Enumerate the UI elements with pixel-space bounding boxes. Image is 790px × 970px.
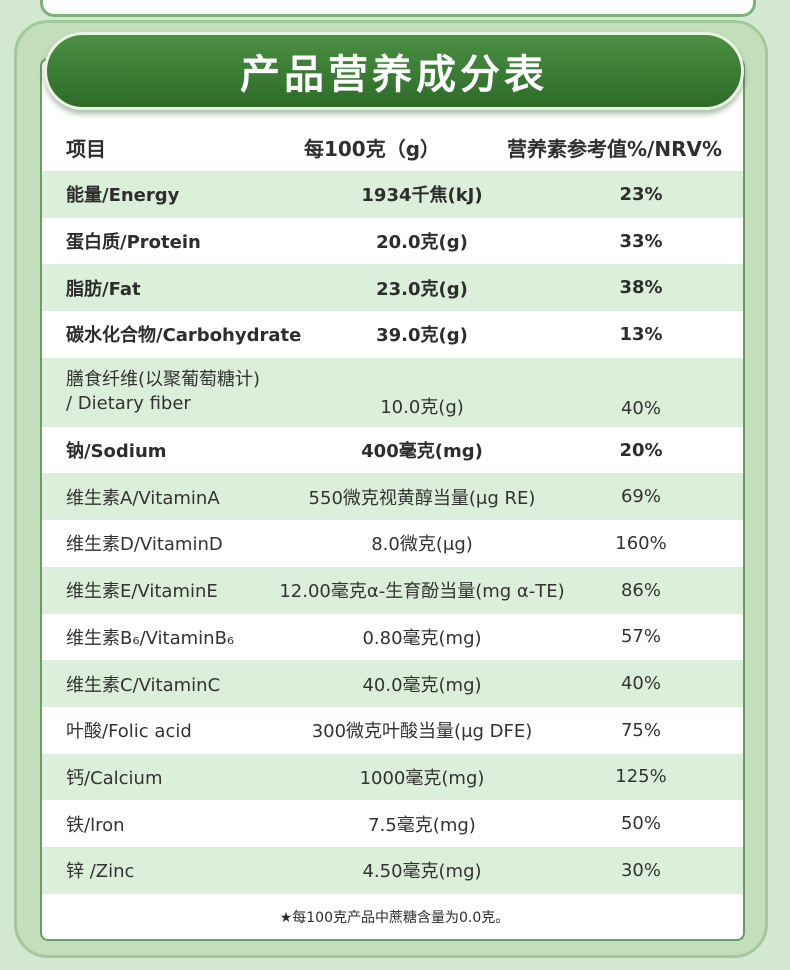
nutrient-amount: 300微克叶酸当量(μg DFE)	[311, 721, 533, 743]
header-per100: 每100克（g）	[303, 136, 441, 161]
nutrient-amount: 550微克视黄醇当量(μg RE)	[308, 487, 536, 509]
nutrient-name: 锌 /Zinc	[66, 861, 135, 883]
table-header-row: 项目 每100克（g） 营养素参考值%/NRV%	[42, 123, 743, 171]
nutrient-name: 维生素A/VitaminA	[66, 487, 220, 509]
table-row: 维生素C/VitaminC 40.0毫克(mg) 40%	[42, 660, 743, 707]
nutrient-amount: 40.0毫克(mg)	[362, 674, 482, 696]
nutrient-nrv: 57%	[620, 626, 661, 648]
nutrient-nrv: 40%	[620, 397, 661, 419]
nutrient-amount: 12.00毫克α-生育酚当量(mg α-TE)	[279, 581, 565, 603]
nutrient-amount: 1000毫克(mg)	[359, 767, 485, 789]
nutrient-name: 维生素E/VitaminE	[66, 581, 218, 603]
nutrient-name: 钙/Calcium	[66, 767, 163, 789]
table-row: 碳水化合物/Carbohydrate 39.0克(g) 13%	[42, 311, 743, 358]
table-row: 锌 /Zinc 4.50毫克(mg) 30%	[42, 846, 743, 894]
nutrient-nrv: 160%	[615, 532, 667, 554]
nutrient-nrv: 40%	[620, 673, 661, 695]
nutrient-amount: 20.0克(g)	[376, 232, 468, 254]
nutrient-amount: 7.5毫克(mg)	[368, 814, 476, 836]
top-decorative-strip	[40, 0, 756, 17]
nutrient-nrv: 38%	[619, 277, 663, 299]
table-row: 叶酸/Folic acid 300微克叶酸当量(μg DFE) 75%	[42, 707, 743, 754]
nutrient-amount: 0.80毫克(mg)	[362, 627, 482, 649]
header-item: 项目	[66, 136, 106, 161]
nutrient-nrv: 75%	[620, 719, 661, 741]
nutrient-name: 膳食纤维(以聚葡萄糖计) / Dietary fiber	[66, 358, 260, 427]
nutrient-amount: 1934千焦(kJ)	[361, 185, 483, 207]
table-row: 脂肪/Fat 23.0克(g) 38%	[42, 264, 743, 312]
nutrient-amount: 8.0微克(μg)	[371, 534, 473, 556]
nutrient-nrv: 125%	[615, 766, 667, 788]
nutrient-nrv: 23%	[619, 183, 663, 205]
nutrient-nrv: 30%	[620, 859, 661, 881]
nutrient-name: 维生素D/VitaminD	[66, 534, 223, 556]
nutrient-name: 能量/Energy	[66, 185, 180, 207]
sucrose-footnote: ★每100克产品中蔗糖含量为0.0克。	[279, 910, 510, 926]
nutrient-amount: 23.0克(g)	[376, 278, 468, 300]
nutrient-amount: 4.50毫克(mg)	[362, 861, 482, 883]
page-title: 产品营养成分表	[240, 52, 548, 98]
nutrition-card: 项目 每100克（g） 营养素参考值%/NRV% 能量/Energy 1934千…	[40, 58, 745, 941]
table-row: 维生素E/VitaminE 12.00毫克α-生育酚当量(mg α-TE) 86…	[42, 566, 743, 614]
table-row: 钙/Calcium 1000毫克(mg) 125%	[42, 753, 743, 801]
nutrient-nrv: 13%	[619, 323, 663, 345]
nutrient-nrv: 50%	[620, 813, 661, 835]
nutrient-nrv: 69%	[620, 486, 661, 508]
table-row: 维生素B₆/VitaminB₆ 0.80毫克(mg) 57%	[42, 614, 743, 661]
nutrition-table: 项目 每100克（g） 营养素参考值%/NRV% 能量/Energy 1934千…	[42, 123, 743, 894]
nutrient-name: 维生素B₆/VitaminB₆	[66, 627, 235, 649]
nutrient-name: 碳水化合物/Carbohydrate	[66, 325, 302, 347]
nutrient-name: 维生素C/VitaminC	[66, 674, 221, 696]
nutrient-name: 钠/Sodium	[66, 441, 167, 463]
nutrient-name-line2: / Dietary fiber	[66, 393, 191, 415]
nutrient-nrv: 33%	[619, 230, 663, 252]
header-nrv: 营养素参考值%/NRV%	[507, 136, 722, 161]
nutrient-name-line1: 膳食纤维(以聚葡萄糖计)	[66, 369, 261, 391]
nutrient-name: 叶酸/Folic acid	[66, 721, 192, 743]
nutrient-amount: 400毫克(mg)	[361, 441, 483, 463]
nutrient-nrv: 86%	[620, 579, 661, 601]
table-row: 铁/lron 7.5毫克(mg) 50%	[42, 800, 743, 847]
table-row: 维生素D/VitaminD 8.0微克(μg) 160%	[42, 520, 743, 567]
nutrient-nrv: 20%	[619, 439, 663, 461]
table-row: 膳食纤维(以聚葡萄糖计) / Dietary fiber 10.0克(g) 40…	[42, 357, 743, 427]
table-row: 维生素A/VitaminA 550微克视黄醇当量(μg RE) 69%	[42, 473, 743, 521]
table-row: 能量/Energy 1934千焦(kJ) 23%	[42, 171, 743, 218]
nutrient-name: 脂肪/Fat	[66, 278, 141, 300]
table-row: 钠/Sodium 400毫克(mg) 20%	[42, 427, 743, 474]
table-row: 蛋白质/Protein 20.0克(g) 33%	[42, 218, 743, 265]
title-banner: 产品营养成分表	[44, 32, 744, 110]
nutrient-amount: 10.0克(g)	[380, 396, 464, 418]
nutrient-name: 铁/lron	[66, 814, 125, 836]
nutrient-name: 蛋白质/Protein	[66, 232, 201, 254]
nutrient-amount: 39.0克(g)	[376, 325, 468, 347]
